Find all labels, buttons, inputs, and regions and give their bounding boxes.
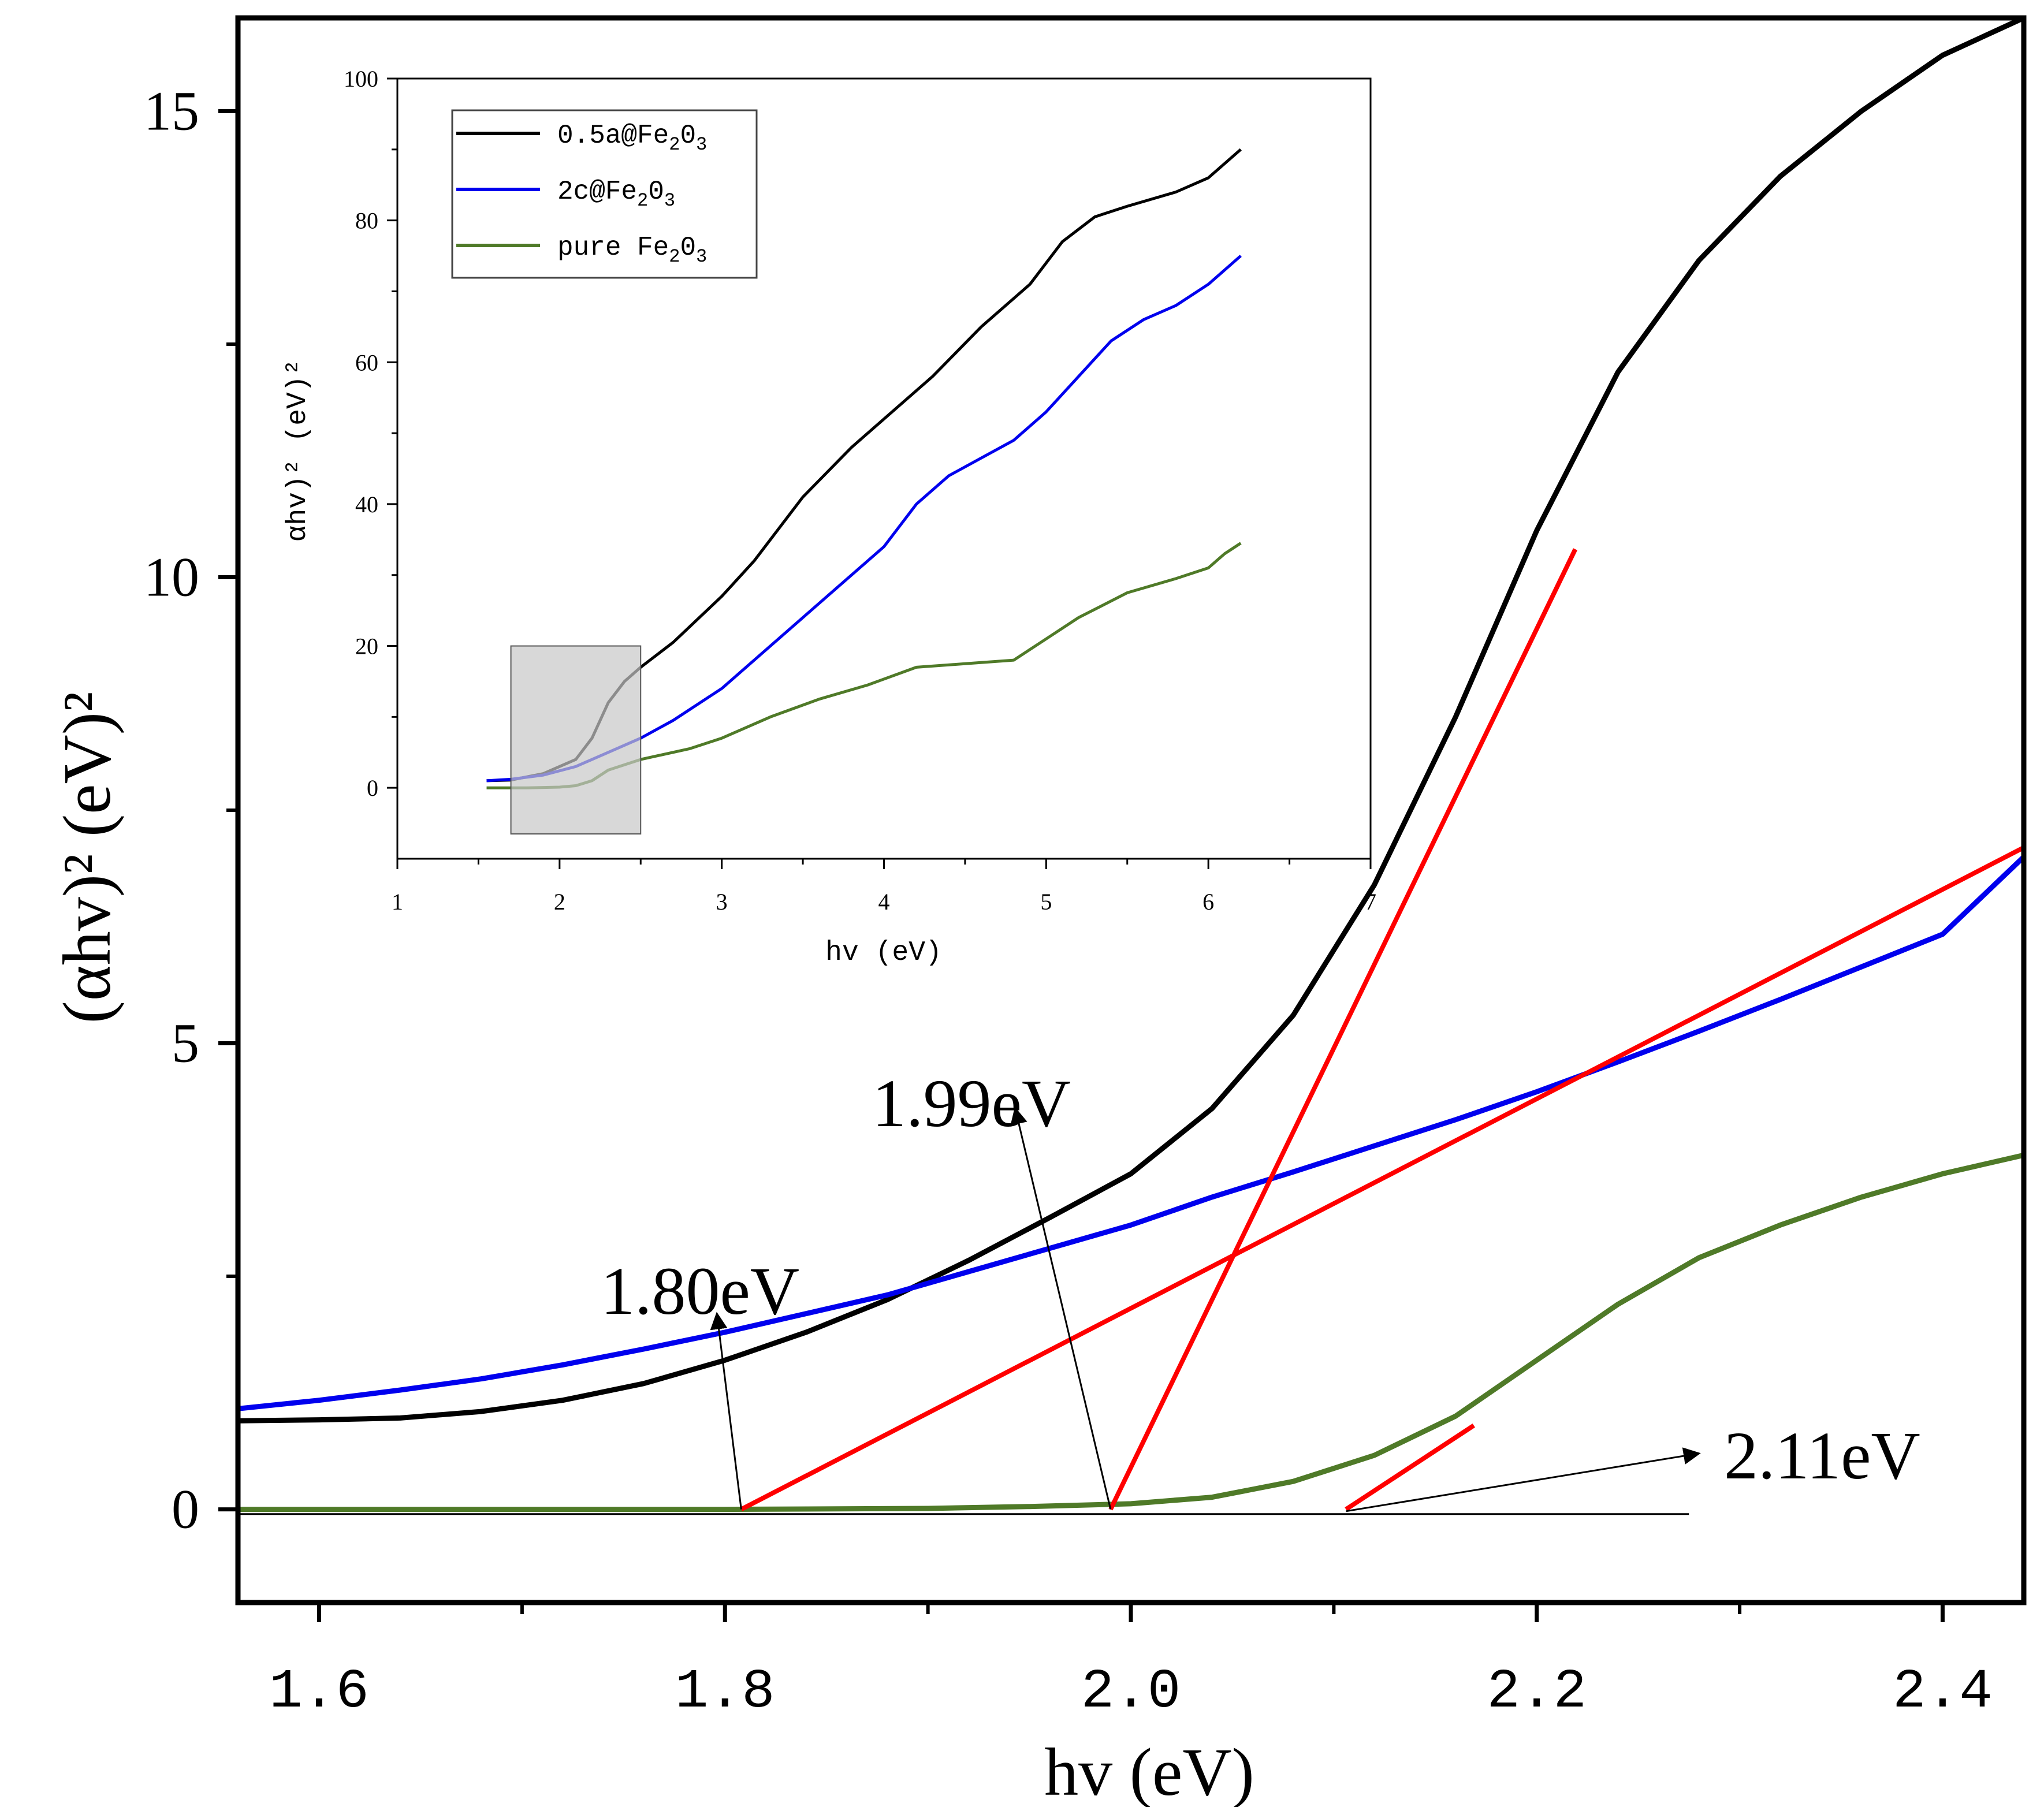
y-tick-label: 10 [144,546,199,608]
main-series-layer [237,15,2026,1515]
y-tick-label: 0 [172,1478,199,1540]
legend-label: pure Fe203 [557,233,707,267]
legend-label-part: 0 [680,121,696,151]
inset-x-tick-label: 3 [716,889,728,915]
legend-label-part: pure Fe [557,233,669,263]
main-x-axis-label: hv (eV) [1044,1734,1254,1807]
y-tick-label: 5 [172,1012,199,1074]
inset-x-tick-label: 6 [1202,889,1214,915]
inset-x-tick-label: 5 [1040,889,1052,915]
annotation-arrow-3 [1346,1447,1701,1512]
main-y-axis-label: (αhv)² (eV)² [49,692,125,1024]
annotation-arrow-1 [710,1312,742,1510]
inset-y-tick-label: 0 [367,775,378,801]
inset-y-axis: 0 20 40 60 80 100 [344,66,397,801]
series-line-pure-fe2o3 [238,1152,2025,1512]
legend-label: 2c@Fe203 [557,177,675,211]
annotation-label-3: 2.11eV [1724,1418,1920,1493]
x-tick-label: 2.4 [1893,1660,1993,1723]
series-line-0-5a-fe2o3 [237,15,2025,1424]
legend-label-part: 2 [669,246,680,267]
x-tick-label: 1.8 [675,1660,775,1723]
inset-x-tick-label: 7 [1365,889,1376,915]
inset-x-axis-label: hv (eV) [825,937,942,968]
legend-label-part: 3 [664,190,675,211]
legend-label-part: 0 [680,233,696,263]
legend-label-part: 2c@Fe [557,177,637,207]
inset-y-tick-label: 100 [344,66,378,92]
x-tick-label: 2.0 [1081,1660,1181,1723]
tangent-fit-line-3 [1345,1423,1475,1511]
inset-y-tick-label: 20 [355,634,378,660]
main-x-axis: 1.6 1.8 2.0 2.2 2.4 [269,1603,1993,1723]
inset-x-tick-label: 4 [878,889,890,915]
inset-legend-frame [451,109,758,279]
inset-zoom-region [510,645,642,835]
annotation-label-1: 1.80eV [601,1253,799,1329]
legend-label-part: 3 [696,246,707,267]
legend-label-part: 0 [648,177,664,207]
legend-label-part: 3 [696,134,707,155]
annotation-arrow-2 [1010,1106,1112,1510]
legend-label-part: 0.5a@Fe [557,121,669,151]
inset-y-tick-label: 80 [355,208,378,234]
tangent-fit-line-1 [740,845,2025,1512]
main-annotations-layer: 1.80eV 1.99eV 2.11eV [601,1065,1920,1512]
x-tick-label: 2.2 [1487,1660,1587,1723]
main-fit-lines-layer [740,548,2025,1512]
inset-y-axis-label: αhv)² (eV)² [282,359,314,542]
inset-y-tick-label: 40 [355,491,378,517]
inset-x-tick-label: 2 [554,889,565,915]
inset-y-tick-label: 60 [355,349,378,375]
inset-x-tick-label: 1 [392,889,403,915]
legend-label: 0.5a@Fe203 [557,121,707,155]
legend-label-part: 2 [669,134,680,155]
y-tick-label: 15 [144,80,199,141]
x-tick-label: 1.6 [269,1660,369,1723]
series-line-2c-fe2o3 [237,855,2026,1411]
inset-x-axis: 1 2 3 4 5 6 7 [392,859,1376,915]
legend-label-part: 2 [637,190,648,211]
tangent-fit-line-2 [1108,548,1578,1511]
main-y-axis: 0 5 10 15 [144,80,238,1540]
annotation-label-2: 1.99eV [872,1065,1071,1141]
